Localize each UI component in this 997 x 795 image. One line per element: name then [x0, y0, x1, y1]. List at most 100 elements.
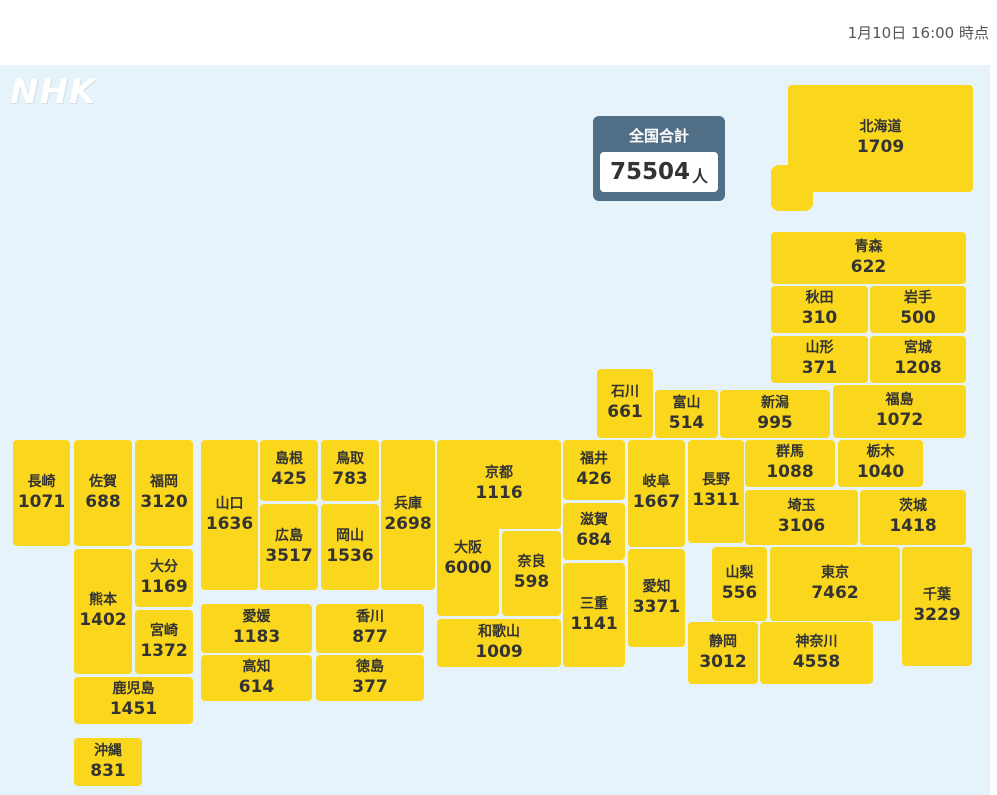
prefecture-tile-hokkaido[interactable]: 北海道 1709	[788, 85, 973, 192]
prefecture-tile-shiga[interactable]: 滋賀 684	[563, 503, 625, 560]
prefecture-tile-saitama[interactable]: 埼玉 3106	[745, 490, 858, 545]
prefecture-count: 1071	[17, 491, 66, 512]
prefecture-name: 大分	[150, 558, 178, 575]
prefecture-name: 三重	[580, 595, 608, 612]
prefecture-tile-yamanashi[interactable]: 山梨 556	[712, 547, 767, 621]
prefecture-name: 青森	[854, 238, 883, 255]
prefecture-count: 426	[576, 468, 612, 489]
prefecture-count: 371	[801, 358, 838, 378]
prefecture-tile-mie[interactable]: 三重 1141	[563, 563, 625, 667]
prefecture-name: 奈良	[517, 554, 546, 570]
prefecture-tile-shizuoka[interactable]: 静岡 3012	[688, 622, 758, 684]
prefecture-tile-aichi[interactable]: 愛知 3371	[628, 549, 685, 647]
prefecture-tile-tochigi[interactable]: 栃木 1040	[838, 440, 923, 487]
prefecture-count: 556	[721, 582, 758, 603]
prefecture-tile-chiba[interactable]: 千葉 3229	[902, 547, 972, 666]
prefecture-name: 福岡	[150, 473, 178, 490]
prefecture-name: 埼玉	[787, 498, 816, 514]
prefecture-count: 1418	[889, 516, 937, 536]
prefecture-count: 1088	[766, 462, 814, 482]
prefecture-count: 7462	[811, 582, 859, 603]
prefecture-tile-fukui[interactable]: 福井 426	[563, 440, 625, 500]
prefecture-tile-kochi[interactable]: 高知 614	[201, 655, 312, 701]
prefecture-count: 688	[85, 491, 121, 512]
prefecture-count: 3012	[699, 651, 747, 672]
prefecture-tile-ishikawa[interactable]: 石川 661	[597, 369, 653, 438]
prefecture-tile-okayama[interactable]: 岡山 1536	[321, 504, 379, 590]
prefecture-count: 783	[332, 469, 368, 489]
prefecture-name: 島根	[275, 451, 303, 467]
prefecture-tile-tokyo[interactable]: 東京 7462	[770, 547, 900, 621]
prefecture-name: 岡山	[336, 527, 364, 544]
prefecture-tile-ibaraki[interactable]: 茨城 1418	[860, 490, 966, 545]
prefecture-count: 3106	[777, 516, 826, 536]
prefecture-count: 1141	[570, 613, 618, 634]
prefecture-name: 和歌山	[478, 623, 520, 640]
prefecture-count: 877	[352, 627, 388, 647]
prefecture-name: 長野	[702, 472, 730, 488]
prefecture-name: 山梨	[725, 564, 754, 581]
prefecture-name: 長崎	[27, 473, 56, 490]
prefecture-tile-kumamoto[interactable]: 熊本 1402	[74, 549, 132, 674]
prefecture-count: 3517	[265, 545, 313, 566]
prefecture-tile-tottori[interactable]: 鳥取 783	[321, 440, 379, 501]
prefecture-name: 福島	[885, 392, 914, 408]
prefecture-count: 1072	[875, 410, 924, 430]
prefecture-tile-ehime[interactable]: 愛媛 1183	[201, 604, 312, 653]
prefecture-tile-fukuoka[interactable]: 福岡 3120	[135, 440, 193, 546]
prefecture-count: 1009	[475, 641, 523, 662]
prefecture-name: 石川	[611, 384, 639, 400]
prefecture-tile-kagawa[interactable]: 香川 877	[316, 604, 424, 653]
prefecture-tile-gunma[interactable]: 群馬 1088	[745, 440, 835, 487]
prefecture-tile-osaka[interactable]: 大阪 6000	[437, 502, 499, 616]
prefecture-name: 栃木	[866, 444, 895, 460]
prefecture-count: 1709	[856, 137, 905, 157]
prefecture-tile-kanagawa[interactable]: 神奈川 4558	[760, 622, 873, 684]
prefecture-name: 岐阜	[642, 474, 671, 490]
prefecture-name: 徳島	[356, 658, 384, 675]
prefecture-name: 沖縄	[94, 742, 122, 759]
prefecture-tile-akita[interactable]: 秋田 310	[771, 286, 868, 333]
prefecture-count: 1116	[475, 483, 523, 503]
prefecture-tile-yamaguchi[interactable]: 山口 1636	[201, 440, 258, 590]
prefecture-count: 2698	[384, 513, 432, 534]
prefecture-tile-hiroshima[interactable]: 広島 3517	[260, 504, 318, 590]
prefecture-count: 1451	[109, 699, 158, 719]
prefecture-count: 661	[607, 402, 643, 422]
prefecture-count: 684	[576, 530, 612, 550]
prefecture-name: 滋賀	[580, 512, 608, 528]
prefecture-tile-shimane[interactable]: 島根 425	[260, 440, 318, 501]
prefecture-tile-okinawa[interactable]: 沖縄 831	[74, 738, 142, 786]
nhk-logo: NHK	[10, 72, 97, 112]
prefecture-tile-niigata[interactable]: 新潟 995	[720, 390, 830, 438]
prefecture-tile-hyogo[interactable]: 兵庫 2698	[381, 440, 435, 590]
prefecture-tile-fukushima[interactable]: 福島 1072	[833, 385, 966, 438]
prefecture-name: 香川	[356, 609, 384, 625]
prefecture-tile-oita[interactable]: 大分 1169	[135, 549, 193, 607]
prefecture-count: 3371	[632, 596, 681, 617]
prefecture-name: 東京	[821, 564, 849, 581]
prefecture-tile-nagano[interactable]: 長野 1311	[688, 440, 744, 543]
prefecture-tile-aomori[interactable]: 青森 622	[771, 232, 966, 284]
prefecture-tile-gifu[interactable]: 岐阜 1667	[628, 440, 685, 547]
prefecture-tile-saga[interactable]: 佐賀 688	[74, 440, 132, 546]
prefecture-tile-miyagi[interactable]: 宮城 1208	[870, 336, 966, 383]
prefecture-tile-nagasaki[interactable]: 長崎 1071	[13, 440, 70, 546]
prefecture-tile-tokushima[interactable]: 徳島 377	[316, 655, 424, 701]
prefecture-count: 514	[668, 412, 705, 433]
prefecture-tile-wakayama[interactable]: 和歌山 1009	[437, 619, 561, 667]
prefecture-tile-kagoshima[interactable]: 鹿児島 1451	[74, 677, 193, 724]
prefecture-name: 福井	[580, 450, 608, 467]
prefecture-name: 千葉	[923, 587, 951, 603]
prefecture-tile-nara[interactable]: 奈良 598	[502, 531, 561, 616]
prefecture-tile-yamagata[interactable]: 山形 371	[771, 336, 868, 383]
prefecture-tile-toyama[interactable]: 富山 514	[655, 390, 718, 438]
prefecture-count: 614	[238, 676, 275, 697]
prefecture-count: 1040	[856, 462, 905, 482]
national-total-title: 全国合計	[628, 127, 689, 145]
prefecture-tile-iwate[interactable]: 岩手 500	[870, 286, 966, 333]
prefecture-name: 広島	[275, 527, 303, 544]
prefecture-name: 山口	[215, 495, 244, 512]
prefecture-tile-miyazaki[interactable]: 宮崎 1372	[135, 610, 193, 674]
prefecture-name: 京都	[485, 465, 513, 481]
